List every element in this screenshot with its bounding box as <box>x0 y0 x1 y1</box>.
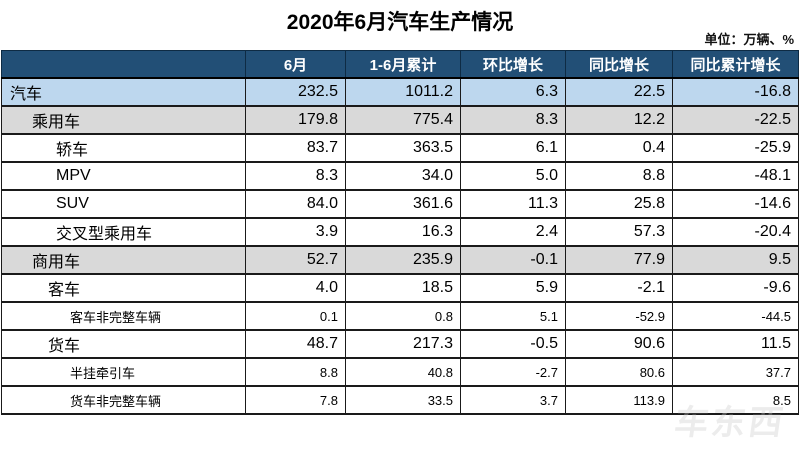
value-cell: -0.5 <box>460 329 566 359</box>
row-label-cell: 交叉型乘用车 <box>1 217 246 247</box>
value-cell: 363.5 <box>345 133 461 163</box>
table-row: 交叉型乘用车 3.9 16.3 2.4 57.3 -20.4 <box>1 217 799 247</box>
unit-label: 单位：万辆、% <box>704 32 794 47</box>
value-cell: 52.7 <box>245 245 346 275</box>
header-cell: 6月 <box>245 50 346 79</box>
value-cell: 232.5 <box>245 77 346 107</box>
value-cell: 22.5 <box>565 77 673 107</box>
value-cell: 25.8 <box>565 189 673 219</box>
table-header-row: 6月 1-6月累计 环比增长 同比增长 同比累计增长 <box>1 50 799 79</box>
value-cell: 235.9 <box>345 245 461 275</box>
value-cell: -2.1 <box>565 273 673 303</box>
value-cell: 11.3 <box>460 189 566 219</box>
value-cell: 2.4 <box>460 217 566 247</box>
table-row: 客车非完整车辆 0.1 0.8 5.1 -52.9 -44.5 <box>1 301 799 331</box>
value-cell: -16.8 <box>672 77 799 107</box>
value-cell: 9.5 <box>672 245 799 275</box>
value-cell: 5.0 <box>460 161 566 191</box>
table-row: 半挂牵引车 8.8 40.8 -2.7 80.6 37.7 <box>1 357 799 387</box>
row-label-cell: 半挂牵引车 <box>1 357 246 387</box>
value-cell: 48.7 <box>245 329 346 359</box>
table-row: SUV 84.0 361.6 11.3 25.8 -14.6 <box>1 189 799 219</box>
value-cell: 84.0 <box>245 189 346 219</box>
value-cell: 57.3 <box>565 217 673 247</box>
value-cell: 3.7 <box>460 385 566 415</box>
value-cell: 6.1 <box>460 133 566 163</box>
row-label-cell: 乘用车 <box>1 105 246 135</box>
header-cell-category <box>1 50 246 79</box>
header-cell: 环比增长 <box>460 50 566 79</box>
value-cell: 18.5 <box>345 273 461 303</box>
value-cell: -0.1 <box>460 245 566 275</box>
value-cell: 0.4 <box>565 133 673 163</box>
value-cell: 33.5 <box>345 385 461 415</box>
table-row: 乘用车 179.8 775.4 8.3 12.2 -22.5 <box>1 105 799 135</box>
value-cell: 113.9 <box>565 385 673 415</box>
value-cell: 5.9 <box>460 273 566 303</box>
value-cell: 11.5 <box>672 329 799 359</box>
table-row: 货车非完整车辆 7.8 33.5 3.7 113.9 8.5 <box>1 385 799 415</box>
row-label-cell: SUV <box>1 189 246 219</box>
table-row: 轿车 83.7 363.5 6.1 0.4 -25.9 <box>1 133 799 163</box>
header-cell: 1-6月累计 <box>345 50 461 79</box>
row-label-cell: 汽车 <box>1 77 246 107</box>
value-cell: 217.3 <box>345 329 461 359</box>
value-cell: 80.6 <box>565 357 673 387</box>
value-cell: 3.9 <box>245 217 346 247</box>
value-cell: -2.7 <box>460 357 566 387</box>
value-cell: 7.8 <box>245 385 346 415</box>
value-cell: 8.5 <box>672 385 799 415</box>
value-cell: 16.3 <box>345 217 461 247</box>
value-cell: 37.7 <box>672 357 799 387</box>
value-cell: -22.5 <box>672 105 799 135</box>
table-row: MPV 8.3 34.0 5.0 8.8 -48.1 <box>1 161 799 191</box>
value-cell: -44.5 <box>672 301 799 331</box>
value-cell: 8.3 <box>460 105 566 135</box>
value-cell: 83.7 <box>245 133 346 163</box>
value-cell: 0.1 <box>245 301 346 331</box>
value-cell: 6.3 <box>460 77 566 107</box>
table-row: 货车 48.7 217.3 -0.5 90.6 11.5 <box>1 329 799 359</box>
value-cell: 361.6 <box>345 189 461 219</box>
value-cell: 12.2 <box>565 105 673 135</box>
value-cell: 5.1 <box>460 301 566 331</box>
value-cell: -9.6 <box>672 273 799 303</box>
value-cell: 34.0 <box>345 161 461 191</box>
value-cell: 90.6 <box>565 329 673 359</box>
value-cell: -20.4 <box>672 217 799 247</box>
row-label-cell: 客车非完整车辆 <box>1 301 246 331</box>
value-cell: -14.6 <box>672 189 799 219</box>
row-label-cell: MPV <box>1 161 246 191</box>
value-cell: -48.1 <box>672 161 799 191</box>
header-cell: 同比累计增长 <box>672 50 799 79</box>
value-cell: -52.9 <box>565 301 673 331</box>
value-cell: 775.4 <box>345 105 461 135</box>
table-row: 汽车 232.5 1011.2 6.3 22.5 -16.8 <box>1 77 799 107</box>
value-cell: -25.9 <box>672 133 799 163</box>
row-label-cell: 货车非完整车辆 <box>1 385 246 415</box>
value-cell: 179.8 <box>245 105 346 135</box>
value-cell: 4.0 <box>245 273 346 303</box>
production-table: 6月 1-6月累计 环比增长 同比增长 同比累计增长 汽车 232.5 1011.2 6.3 2… <box>1 50 799 415</box>
row-label-cell: 客车 <box>1 273 246 303</box>
value-cell: 8.3 <box>245 161 346 191</box>
value-cell: 0.8 <box>345 301 461 331</box>
value-cell: 40.8 <box>345 357 461 387</box>
value-cell: 8.8 <box>565 161 673 191</box>
page-title: 2020年6月汽车生产情况 <box>286 11 514 34</box>
value-cell: 8.8 <box>245 357 346 387</box>
value-cell: 77.9 <box>565 245 673 275</box>
row-label-cell: 轿车 <box>1 133 246 163</box>
table-row: 客车 4.0 18.5 5.9 -2.1 -9.6 <box>1 273 799 303</box>
table-body: 汽车 232.5 1011.2 6.3 22.5 -16.8 乘用车 179.8 775.4 8.… <box>1 77 799 415</box>
value-cell: 1011.2 <box>345 77 461 107</box>
table-row: 商用车 52.7 235.9 -0.1 77.9 9.5 <box>1 245 799 275</box>
header-cell: 同比增长 <box>565 50 673 79</box>
row-label-cell: 货车 <box>1 329 246 359</box>
row-label-cell: 商用车 <box>1 245 246 275</box>
